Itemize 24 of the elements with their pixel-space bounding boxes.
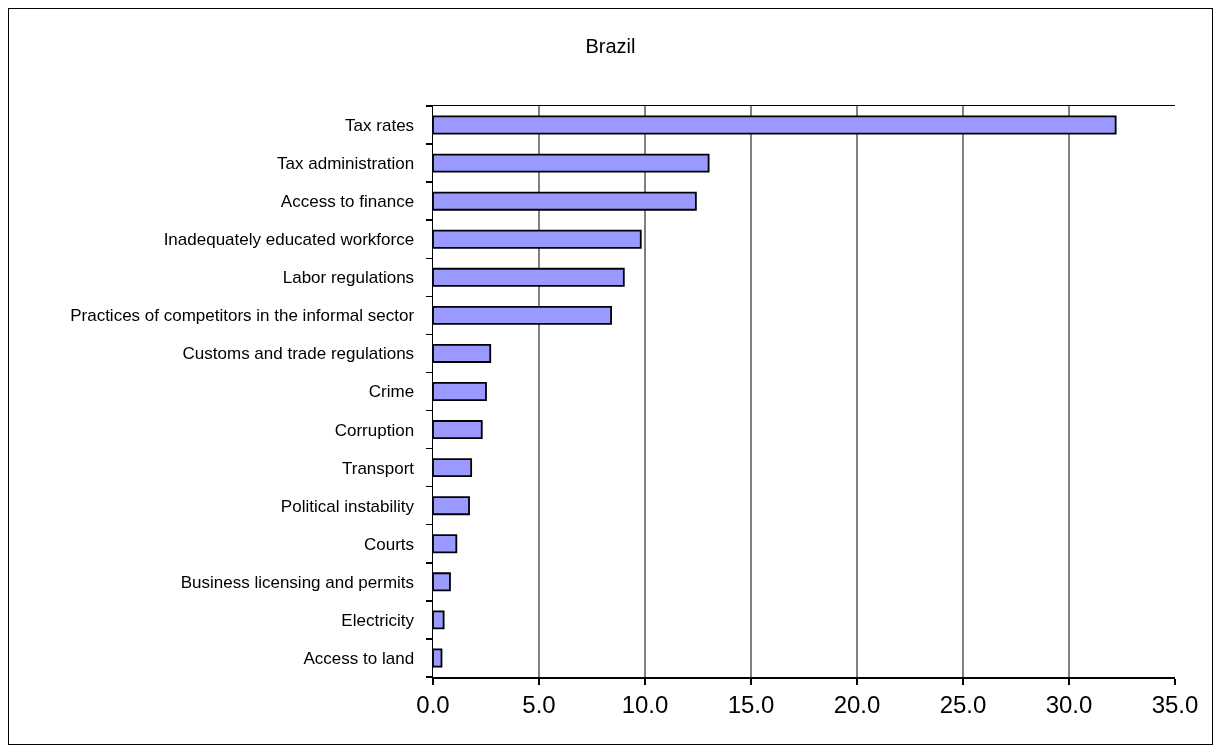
y-tick-label: Access to land	[303, 648, 415, 668]
y-tick-label: Tax administration	[277, 154, 415, 174]
y-tick-label: Tax rates	[345, 115, 415, 135]
y-tick-label: Access to finance	[280, 192, 415, 212]
x-tick-label: 0.0	[416, 691, 450, 719]
x-tick-label: 30.0	[1045, 691, 1093, 719]
y-tick-label: Crime	[368, 382, 415, 402]
x-tick-label: 10.0	[621, 691, 669, 719]
y-tick-label: Electricity	[341, 610, 415, 630]
x-tick-label: 35.0	[1151, 691, 1199, 719]
y-tick-label: Political instability	[280, 496, 415, 516]
y-tick-label: Practices of competitors in the informal sector	[70, 306, 415, 326]
y-tick-label: Inadequately educated workforce	[163, 230, 415, 250]
x-tick-label: 25.0	[939, 691, 987, 719]
y-tick-label: Corruption	[334, 420, 415, 440]
x-tick-label: 15.0	[727, 691, 775, 719]
y-tick-label: Labor regulations	[282, 268, 415, 288]
x-tick-label: 20.0	[833, 691, 881, 719]
y-tick-label: Customs and trade regulations	[182, 344, 415, 364]
y-tick-label: Business licensing and permits	[180, 572, 415, 592]
x-tick-label: 5.0	[522, 691, 556, 719]
y-tick-label: Transport	[341, 458, 415, 478]
y-tick-label: Courts	[364, 534, 415, 554]
chart-title: Brazil	[585, 34, 636, 57]
